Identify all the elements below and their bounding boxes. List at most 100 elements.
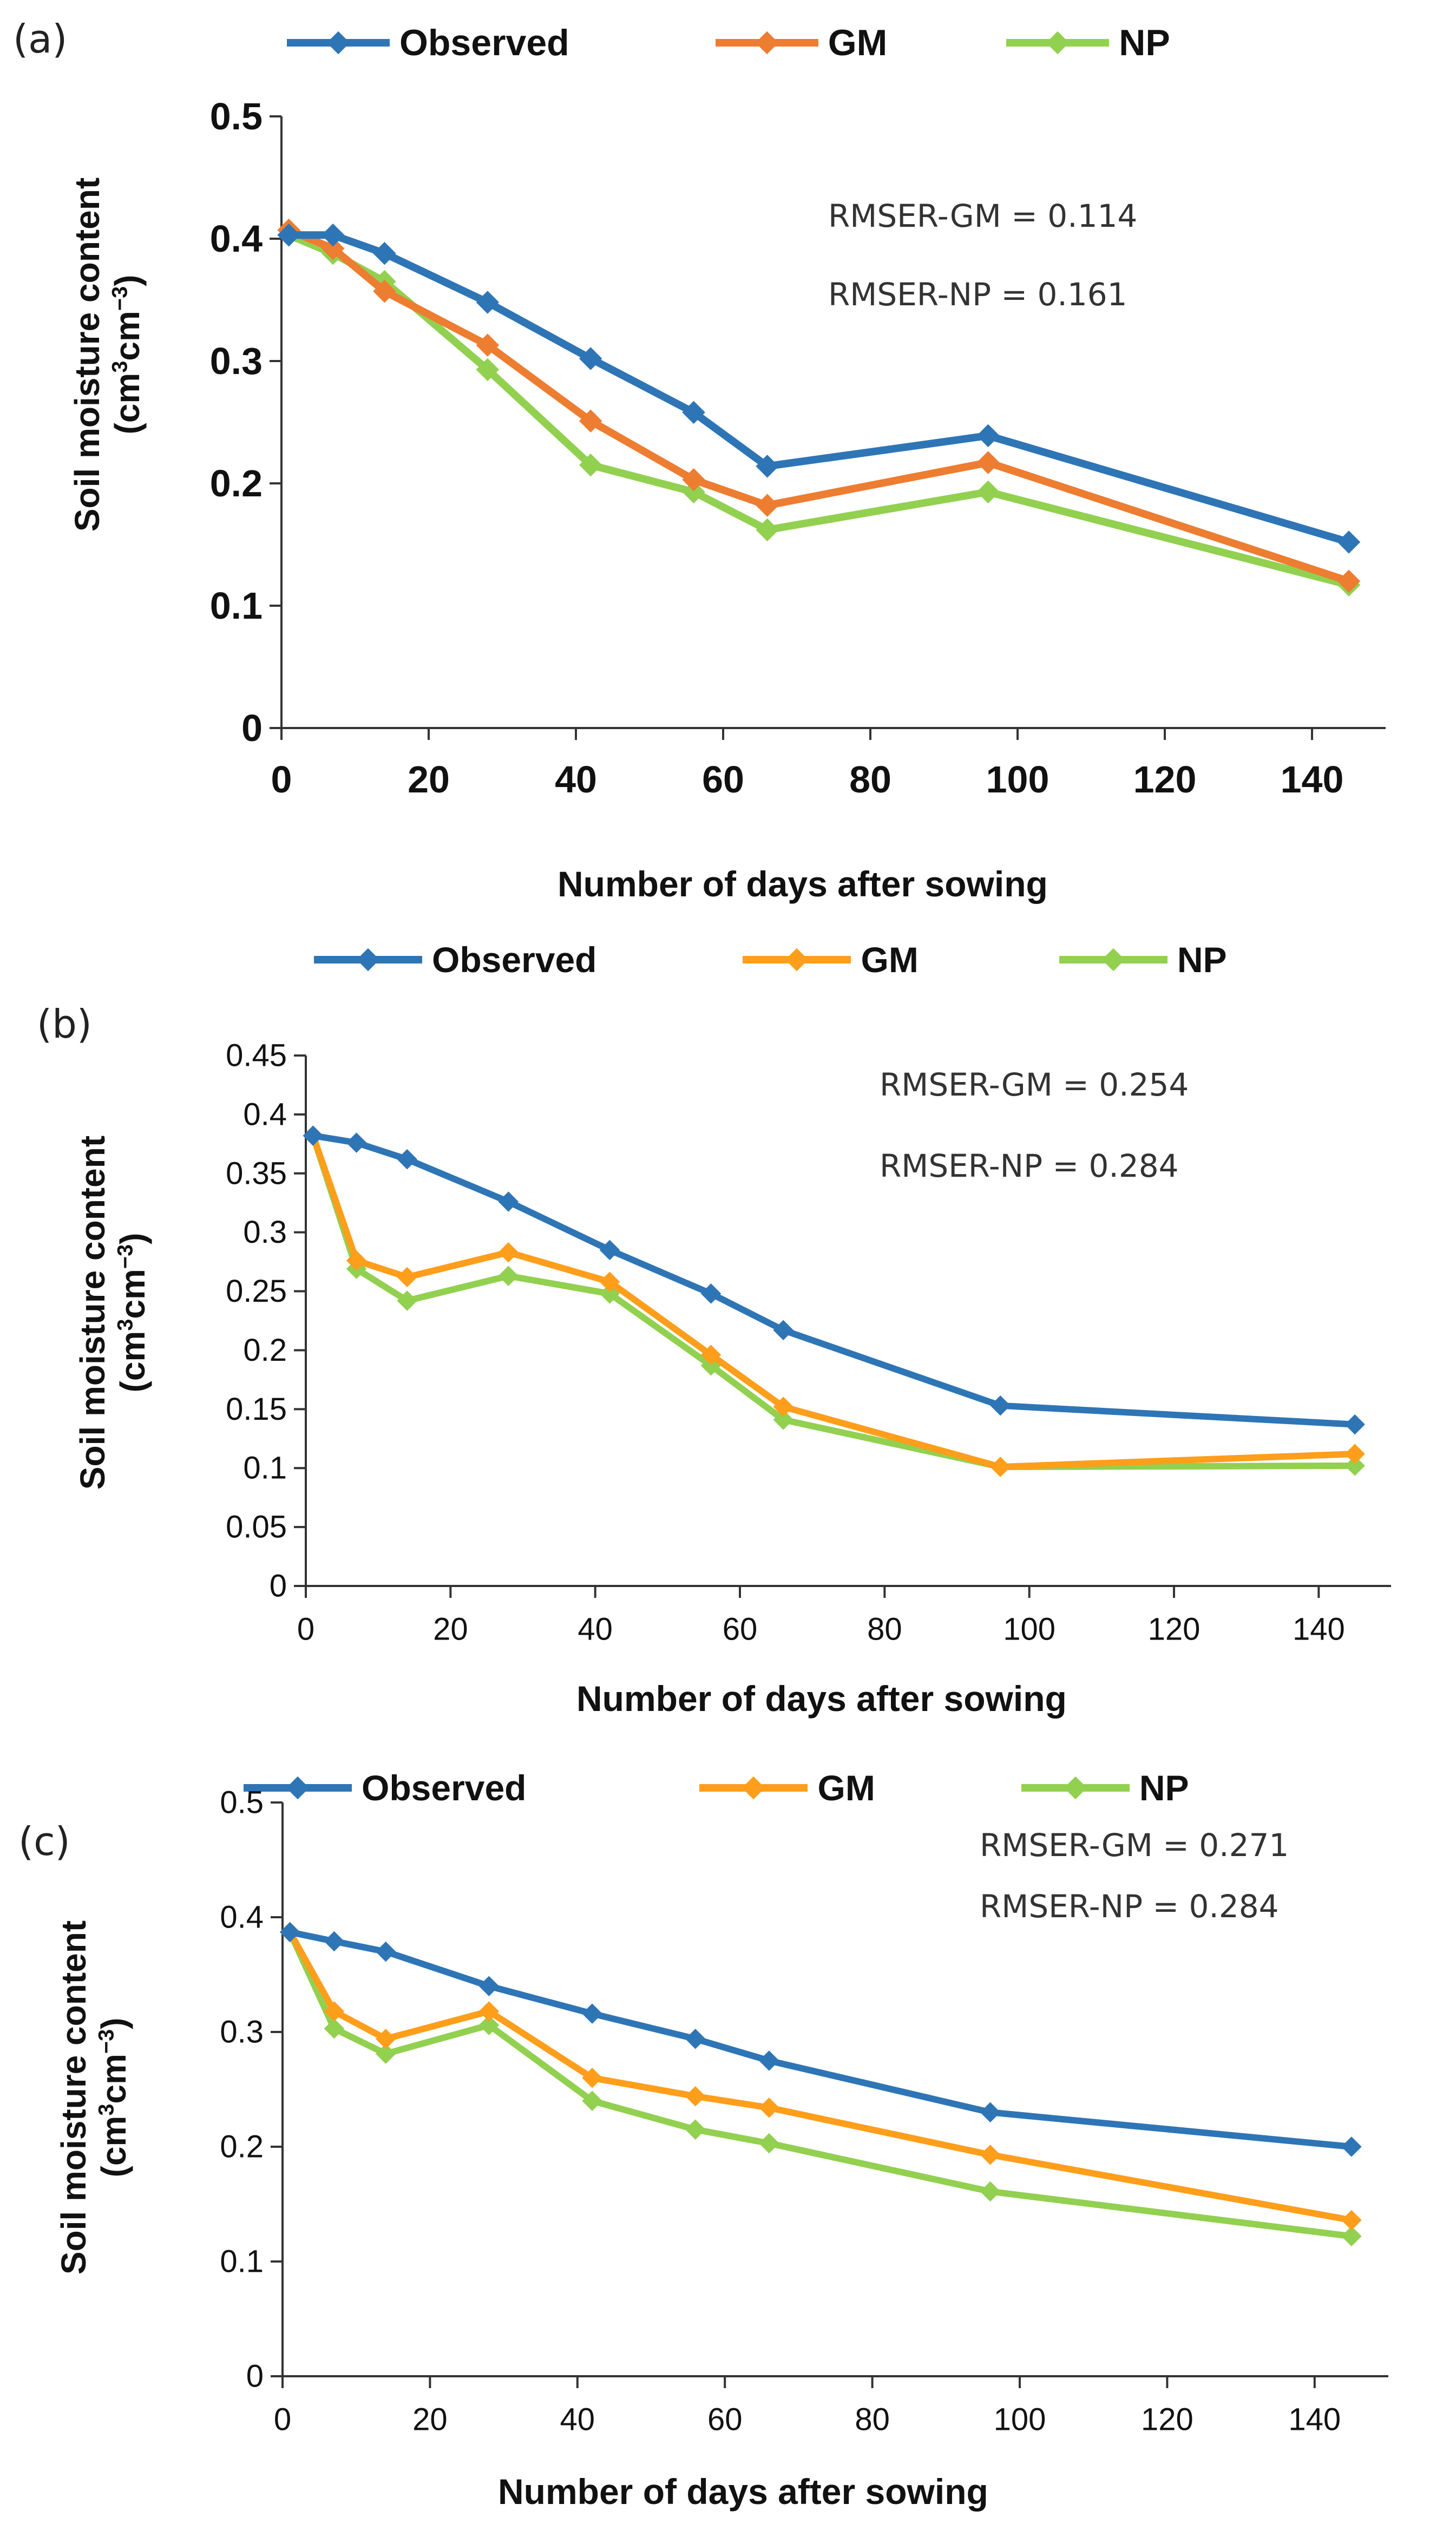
data-point-np (476, 358, 500, 382)
x-axis-label: Number of days after sowing (558, 864, 1048, 904)
panel-label: (c) (18, 1819, 70, 1864)
data-point-observed (1344, 1414, 1365, 1435)
data-point-np (498, 1266, 519, 1286)
legend-swatch-gm (715, 29, 818, 56)
y-tick-label: 0.1 (220, 2244, 264, 2279)
data-point-observed (759, 2050, 779, 2071)
x-tick-label: 20 (433, 1612, 468, 1647)
legend-item-observed: Observed (314, 939, 596, 980)
y-tick-label: 0.2 (210, 462, 263, 504)
data-point-observed (685, 2028, 706, 2049)
y-tick-label: 0.5 (220, 1785, 264, 1820)
legend: Observed GM NP (314, 939, 1227, 980)
legend-item-np: NP (1006, 22, 1170, 64)
data-point-np (478, 2015, 500, 2036)
legend-swatch-observed (244, 1774, 352, 1801)
data-point-gm (478, 2001, 500, 2022)
data-point-observed (1337, 530, 1361, 554)
data-point-observed (773, 1320, 793, 1341)
legend-item-gm: GM (743, 939, 919, 980)
data-point-gm (476, 333, 500, 357)
data-point-observed (682, 401, 705, 424)
data-point-observed (373, 241, 396, 265)
data-point-np (773, 1410, 793, 1430)
y-tick-label: 0.4 (210, 218, 263, 260)
data-point-gm (579, 409, 602, 432)
data-point-observed (324, 1931, 345, 1952)
data-point-observed (1341, 2136, 1362, 2157)
data-point-gm (397, 1267, 417, 1288)
legend-label: Observed (362, 1768, 527, 1808)
data-point-np (582, 2090, 602, 2111)
legend-item-np: NP (1059, 939, 1227, 980)
x-tick-label: 140 (1288, 2402, 1341, 2437)
y-tick-label: 0 (241, 707, 263, 749)
y-tick-label: 0.3 (210, 340, 263, 382)
data-point-observed (476, 291, 500, 314)
panel-label: (b) (37, 1001, 92, 1047)
y-tick-label: 0.4 (243, 1097, 287, 1132)
legend-swatch-gm (699, 1774, 808, 1801)
plot-area: 0 0.1 0.2 0.3 0.4 0.5 0 20 40 60 80 100 120 140 (210, 95, 1386, 801)
data-point-np (759, 2133, 779, 2154)
y-tick-label: 0 (270, 1569, 287, 1604)
x-tick-label: 40 (560, 2402, 595, 2437)
data-point-gm (599, 1271, 620, 1292)
data-point-gm (685, 2086, 706, 2107)
legend-label: GM (817, 1768, 875, 1808)
x-tick-label: 140 (1281, 758, 1344, 801)
data-point-gm (375, 2028, 396, 2049)
x-tick-label: 100 (1003, 1612, 1055, 1647)
legend-label: NP (1119, 22, 1170, 63)
data-point-np (980, 2181, 1001, 2202)
y-tick-label: 0.35 (226, 1156, 287, 1191)
chart-panel-a: (a) Observed GM NP RMSER-GM = 0.114 RMSER-… (0, 0, 1456, 920)
data-point-observed (980, 2102, 1001, 2123)
chart-panel-b: (b) Observed GM NP RMSER-GM = 0.254 RMSER-… (0, 920, 1456, 1748)
x-tick-label: 0 (271, 758, 292, 801)
annotation-rmse-gm: RMSER-GM = 0.271 (980, 1827, 1289, 1864)
x-tick-label: 80 (867, 1612, 902, 1647)
y-tick-label: 0.5 (210, 95, 263, 137)
legend-swatch-np (1021, 1774, 1130, 1801)
data-point-np (1341, 2226, 1362, 2247)
x-tick-label: 0 (274, 2402, 291, 2437)
data-point-observed (478, 1976, 500, 1996)
x-tick-label: 140 (1293, 1612, 1345, 1647)
legend-swatch-np (1059, 946, 1168, 973)
legend-item-observed: Observed (287, 22, 569, 64)
data-point-np (976, 480, 1000, 504)
y-tick-label: 0.05 (226, 1510, 287, 1545)
chart-panel-c: (c) Observed GM NP RMSER-GM = 0.271 RMSER-… (0, 1748, 1456, 2537)
data-point-gm (373, 279, 396, 303)
legend-swatch-np (1006, 29, 1110, 56)
data-point-observed (599, 1240, 620, 1261)
legend-item-observed: Observed (244, 1767, 526, 1808)
legend-swatch-observed (314, 946, 422, 973)
data-point-gm (756, 494, 779, 517)
data-point-observed (976, 424, 1000, 448)
data-point-np (397, 1290, 417, 1311)
legend-label: Observed (399, 22, 569, 63)
data-point-observed (346, 1132, 367, 1153)
legend-item-gm: GM (715, 22, 888, 64)
data-point-observed (277, 223, 300, 247)
data-point-gm (498, 1242, 519, 1263)
x-tick-label: 120 (1141, 2402, 1193, 2437)
data-point-gm (773, 1397, 793, 1417)
data-point-gm (1341, 2210, 1362, 2231)
legend-swatch-gm (743, 946, 851, 973)
legend-label: GM (828, 22, 888, 63)
data-point-np (579, 453, 602, 477)
x-tick-label: 100 (994, 2402, 1046, 2437)
legend-label: GM (861, 940, 919, 980)
annotation-rmse-gm: RMSER-GM = 0.114 (828, 198, 1138, 234)
legend: Observed GM NP (287, 22, 1170, 64)
data-point-gm (321, 237, 345, 260)
annotation-rmse-np: RMSER-NP = 0.284 (880, 1148, 1179, 1184)
data-point-gm (1344, 1444, 1365, 1464)
y-tick-label: 0.15 (226, 1392, 287, 1427)
x-tick-label: 0 (297, 1612, 314, 1647)
data-point-np (682, 480, 705, 504)
x-tick-label: 80 (849, 758, 891, 801)
